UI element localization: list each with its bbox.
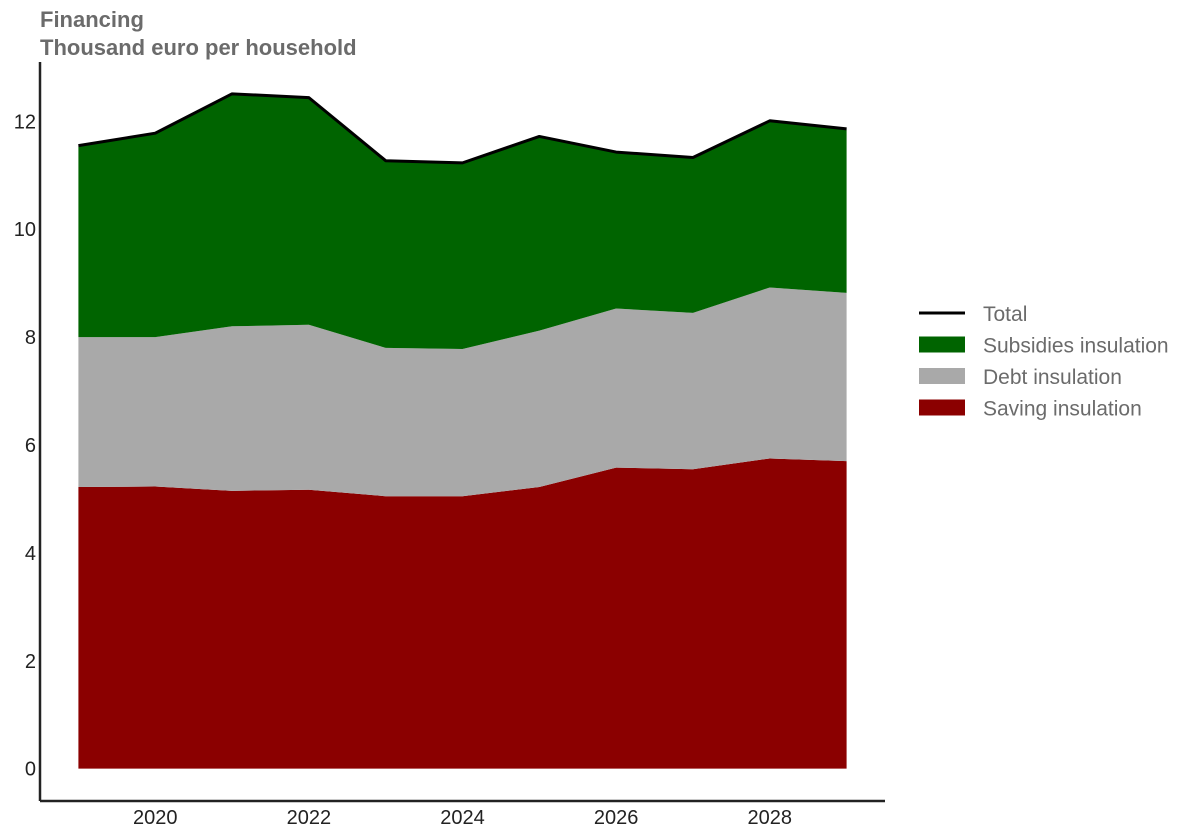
- legend-swatch: [919, 399, 965, 416]
- x-tick-label: 2022: [287, 807, 332, 829]
- legend-label: Subsidies insulation: [983, 335, 1169, 358]
- y-tick-label: 10: [14, 219, 36, 241]
- legend-item-total: Total: [919, 303, 1027, 326]
- y-tick-label: 8: [25, 327, 36, 349]
- area-saving-insulation: [78, 458, 847, 769]
- y-tick-label: 2: [25, 651, 36, 673]
- x-tick-label: 2026: [594, 807, 639, 829]
- y-tick-label: 6: [25, 435, 36, 457]
- legend-item-saving-insulation: Saving insulation: [919, 398, 1142, 421]
- legend: Total Subsidies insulation Debt insulation…: [919, 303, 1169, 421]
- legend-item-subsidies-insulation: Subsidies insulation: [919, 335, 1169, 358]
- y-tick-label: 0: [25, 759, 36, 781]
- stacked-areas: [78, 93, 847, 769]
- legend-label: Saving insulation: [983, 398, 1142, 421]
- area-debt-insulation: [78, 287, 847, 497]
- chart-title: Financing: [40, 7, 144, 32]
- axes: [38, 62, 885, 803]
- line-total: [78, 92, 847, 165]
- x-tick-labels: 2020 2022 2024 2026 2028: [133, 807, 792, 829]
- legend-item-debt-insulation: Debt insulation: [919, 366, 1122, 389]
- x-tick-label: 2024: [440, 807, 485, 829]
- legend-label: Debt insulation: [983, 366, 1122, 389]
- area-subsidies-insulation: [78, 93, 847, 349]
- legend-label: Total: [983, 303, 1027, 326]
- legend-swatch: [919, 368, 965, 384]
- x-tick-label: 2028: [748, 807, 793, 829]
- chart-subtitle: Thousand euro per household: [40, 35, 357, 60]
- x-tick-label: 2020: [133, 807, 178, 829]
- legend-swatch: [919, 336, 965, 353]
- y-tick-label: 12: [14, 111, 36, 133]
- y-tick-label: 4: [25, 543, 36, 565]
- total-line-layer: [78, 92, 847, 165]
- y-tick-labels: 0 2 4 6 8 10 12: [14, 111, 36, 780]
